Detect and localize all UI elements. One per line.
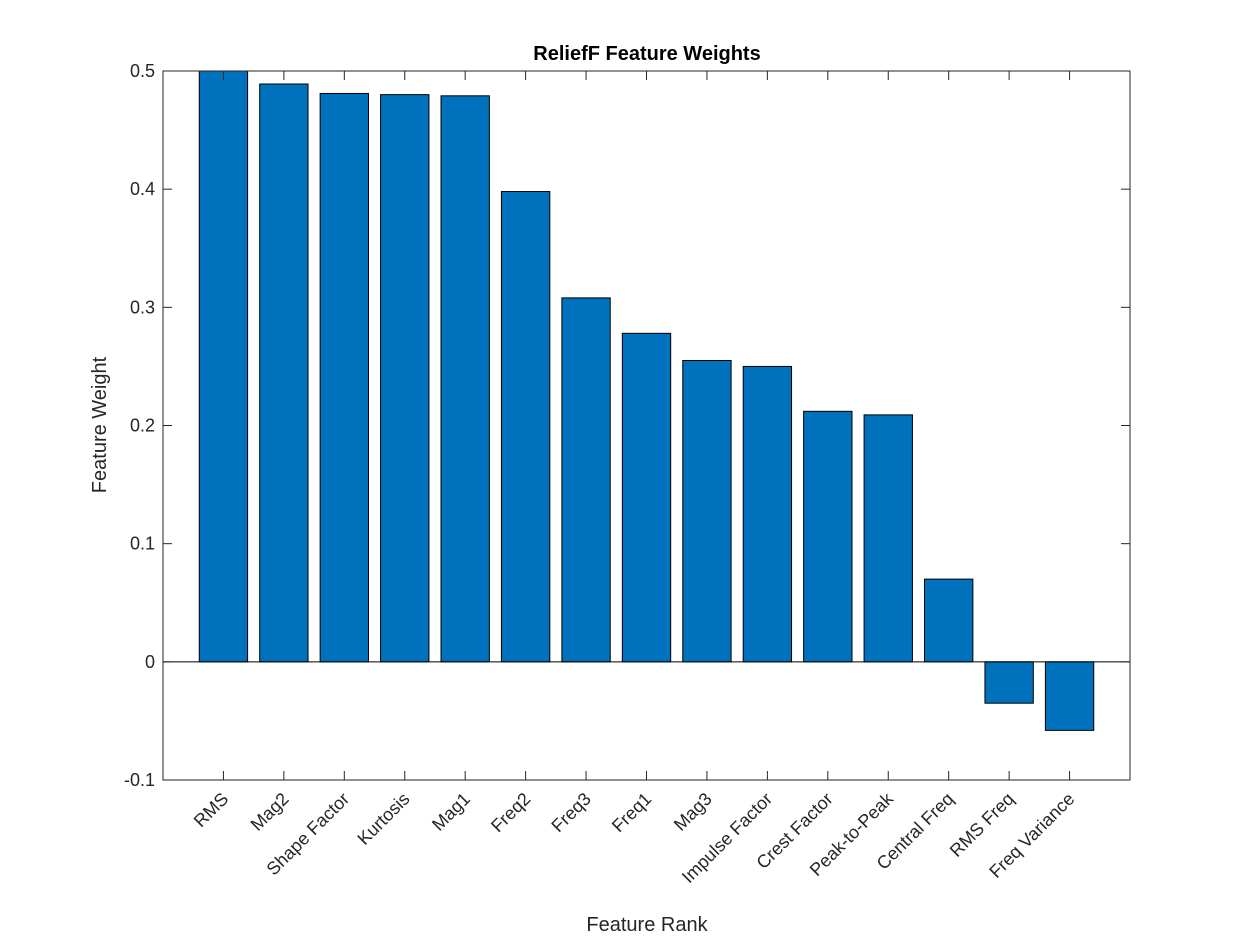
bar-mag1 <box>440 95 490 663</box>
bar-freq-variance <box>1044 661 1095 731</box>
bar-central-freq <box>924 578 974 663</box>
x-tick-label-rms: RMS <box>190 789 232 831</box>
x-tick-label-freq2: Freq2 <box>487 789 534 836</box>
bar-freq2 <box>500 191 551 663</box>
x-tick-label-kurtosis: Kurtosis <box>353 789 413 849</box>
x-tick-label-mag3: Mag3 <box>670 789 716 835</box>
bar-rms <box>198 70 249 663</box>
bar-peak-to-peak <box>863 414 913 663</box>
bar-mag3 <box>682 360 732 663</box>
bar-freq3 <box>561 297 611 663</box>
y-tick-label: 0.2 <box>130 416 155 436</box>
chart-title: ReliefF Feature Weights <box>533 43 760 65</box>
x-tick-label-freq3: Freq3 <box>547 789 594 836</box>
y-tick-label: 0 <box>145 652 155 672</box>
x-tick-label-mag2: Mag2 <box>247 789 293 835</box>
bar-impulse-factor <box>742 365 793 663</box>
bar-rms-freq <box>984 661 1034 704</box>
bar-mag2 <box>259 83 309 663</box>
bar-freq1 <box>621 332 672 663</box>
y-tick-label: 0.5 <box>130 61 155 81</box>
x-tick-label-mag1: Mag1 <box>428 789 474 835</box>
y-axis-label: Feature Weight <box>89 356 111 493</box>
bar-kurtosis <box>380 94 430 663</box>
x-axis-label: Feature Rank <box>586 914 708 936</box>
y-tick-label: 0.1 <box>130 534 155 554</box>
bar-crest-factor <box>803 410 853 663</box>
bar-shape-factor <box>319 92 369 663</box>
bars-group <box>198 70 1095 731</box>
y-tick-label: 0.3 <box>130 297 155 317</box>
x-tick-label-freq1: Freq1 <box>608 789 655 836</box>
y-tick-label: 0.4 <box>130 179 155 199</box>
y-axis-ticks: -0.1 0 0.1 0.2 0.3 0.4 0.5 <box>124 61 1130 790</box>
y-tick-label: -0.1 <box>124 770 155 790</box>
